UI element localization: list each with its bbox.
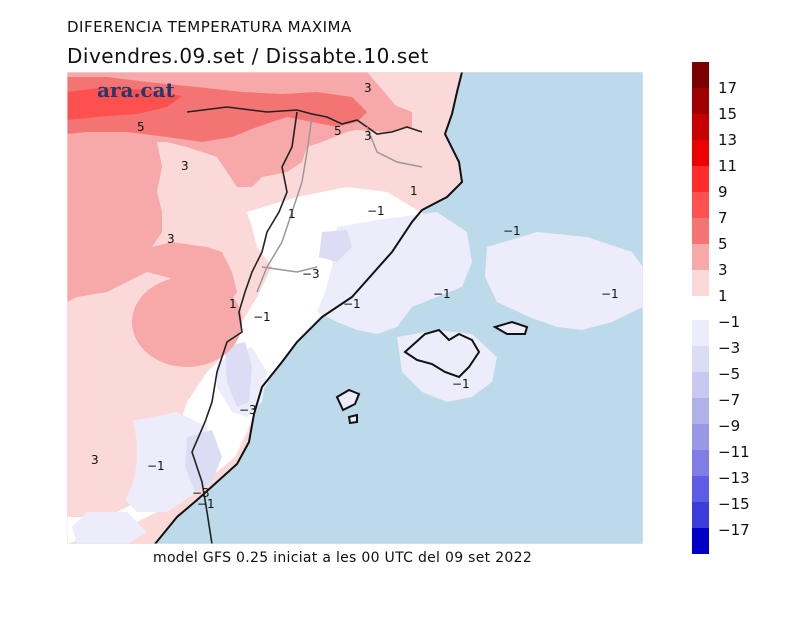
legend-label: 1 — [718, 287, 728, 305]
contour-labels: 3 5 5 3 3 3 1 1 1 −1 −1 −3 −1 −1 −1 −1 −… — [91, 81, 619, 511]
legend-label: −9 — [718, 417, 741, 435]
contour-label: −3 — [302, 267, 320, 281]
contour-label: −1 — [452, 377, 470, 391]
legend-swatch — [692, 270, 709, 296]
legend-label: 7 — [718, 209, 728, 227]
contour-label: −1 — [367, 204, 385, 218]
cool-patch-1 — [317, 212, 472, 334]
temperature-map: 3 5 5 3 3 3 1 1 1 −1 −1 −3 −1 −1 −1 −1 −… — [67, 72, 643, 544]
legend-swatch — [692, 62, 709, 88]
contour-label: −1 — [253, 310, 271, 324]
legend-label: 3 — [718, 261, 728, 279]
contour-label: −3 — [192, 486, 210, 500]
legend-label: 9 — [718, 183, 728, 201]
contour-label: 3 — [364, 81, 372, 95]
legend-label: 11 — [718, 157, 738, 175]
legend-swatch — [692, 424, 709, 450]
contour-label: 5 — [334, 124, 342, 138]
contour-label: −1 — [601, 287, 619, 301]
contour-label: 3 — [167, 232, 175, 246]
pyrenees-border — [186, 106, 423, 135]
warm-blob-2 — [77, 392, 137, 512]
contour-label: −1 — [343, 297, 361, 311]
model-footnote: model GFS 0.25 iniciat a les 00 UTC del … — [153, 550, 533, 566]
legend-swatch — [692, 450, 709, 476]
legend-label: −15 — [718, 495, 750, 513]
legend-label: −7 — [718, 391, 741, 409]
contour-label: −3 — [239, 403, 257, 417]
logo-ara-cat: ara.cat — [97, 78, 175, 102]
province-borders — [256, 116, 423, 293]
legend-swatch — [692, 528, 709, 554]
contour-label: 3 — [91, 453, 99, 467]
map-canvas: 3 5 5 3 3 3 1 1 1 −1 −1 −3 −1 −1 −1 −1 −… — [67, 72, 643, 544]
legend-label: −5 — [718, 365, 741, 383]
contour-label: 5 — [137, 120, 145, 134]
legend-label: −3 — [718, 339, 741, 357]
cool-patch-8 — [225, 342, 252, 407]
legend-swatch — [692, 192, 709, 218]
contour-label: −1 — [503, 224, 521, 238]
legend-swatch — [692, 166, 709, 192]
cool-patch-2 — [485, 232, 643, 330]
catalonia-border — [191, 111, 298, 544]
legend-swatch — [692, 476, 709, 502]
contour-label: 3 — [181, 159, 189, 173]
contour-label: −1 — [197, 497, 215, 511]
legend-label: 15 — [718, 105, 738, 123]
legend-swatch — [692, 218, 709, 244]
cool-patch-6 — [72, 512, 147, 544]
legend-swatch — [692, 114, 709, 140]
legend-swatch — [692, 502, 709, 528]
mallorca-island — [403, 328, 481, 379]
contour-label: 1 — [410, 184, 418, 198]
contour-label: 1 — [229, 297, 237, 311]
legend-swatch — [692, 140, 709, 166]
color-legend: 17 15 13 11 9 7 5 3 1 −1 −3 −5 −7 −9 −11… — [692, 62, 772, 556]
legend-swatch — [692, 346, 709, 372]
contour-label: −1 — [433, 287, 451, 301]
legend-swatch — [692, 88, 709, 114]
warm-zone-7-9 — [67, 87, 182, 120]
legend-label: −13 — [718, 469, 750, 487]
contour-label: −1 — [147, 459, 165, 473]
chart-title: DIFERENCIA TEMPERATURA MAXIMA — [67, 18, 352, 36]
warm-blob-1 — [132, 277, 242, 367]
legend-swatch — [692, 372, 709, 398]
legend-swatch — [692, 320, 709, 346]
chart-subtitle: Divendres.09.set / Dissabte.10.set — [67, 44, 429, 68]
legend-swatch — [692, 244, 709, 270]
contour-label: 3 — [364, 129, 372, 143]
formentera-island — [347, 413, 358, 425]
legend-swatch — [692, 398, 709, 424]
legend-label: −17 — [718, 521, 750, 539]
legend-label: 17 — [718, 79, 738, 97]
legend-label: −11 — [718, 443, 750, 461]
contour-label: 1 — [288, 207, 296, 221]
coastline — [154, 72, 464, 544]
cool-patch-7 — [319, 230, 352, 262]
legend-label: 5 — [718, 235, 728, 253]
legend-label: −1 — [718, 313, 741, 331]
menorca-island — [492, 320, 529, 335]
legend-label: 13 — [718, 131, 738, 149]
ibiza-island — [335, 388, 361, 412]
